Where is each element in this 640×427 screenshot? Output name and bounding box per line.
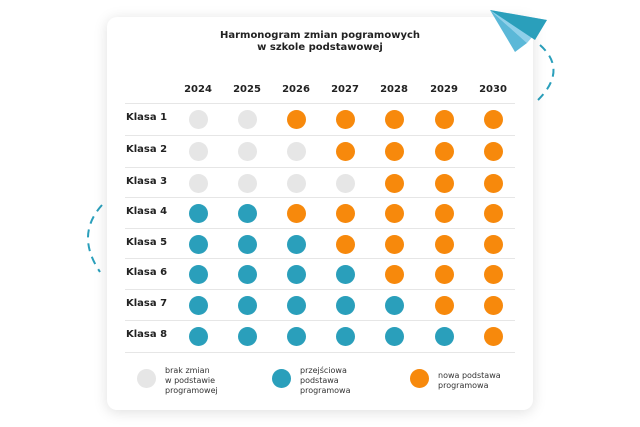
status-dot-przejsciowa (286, 234, 306, 254)
title-line-1: Harmonogram zmian pogramowych (219, 30, 421, 41)
status-dot-brak (188, 141, 208, 161)
status-dot-nowa (483, 295, 503, 315)
status-dot-przejsciowa (188, 326, 208, 346)
status-dot-brak (237, 173, 257, 193)
dashed-arc-left (87, 204, 103, 273)
status-dot-nowa (483, 234, 503, 254)
row-divider (125, 352, 515, 353)
row-label: Klasa 6 (126, 267, 168, 278)
status-dot-przejsciowa (286, 295, 306, 315)
status-dot-brak (286, 141, 306, 161)
status-dot-przejsciowa (434, 326, 454, 346)
row-divider (125, 320, 515, 321)
status-dot-nowa (483, 109, 503, 129)
status-dot-przejsciowa (237, 295, 257, 315)
row-divider (125, 289, 515, 290)
schedule-card (107, 17, 533, 410)
status-dot-nowa (434, 141, 454, 161)
status-dot-przejsciowa (188, 295, 208, 315)
status-dot-nowa (434, 234, 454, 254)
row-divider (125, 258, 515, 259)
row-label: Klasa 8 (126, 329, 168, 340)
row-label: Klasa 2 (126, 144, 168, 155)
status-dot-przejsciowa (237, 326, 257, 346)
status-dot-nowa (384, 109, 404, 129)
status-dot-nowa (483, 203, 503, 223)
legend-dot-nowa (410, 369, 429, 388)
status-dot-nowa (384, 203, 404, 223)
status-dot-przejsciowa (286, 264, 306, 284)
status-dot-nowa (434, 295, 454, 315)
status-dot-nowa (384, 264, 404, 284)
year-header: 2025 (233, 84, 261, 95)
title-line-2: w szkole podstawowej (257, 42, 383, 53)
status-dot-brak (335, 173, 355, 193)
status-dot-nowa (434, 264, 454, 284)
year-header: 2030 (479, 84, 507, 95)
status-dot-nowa (483, 264, 503, 284)
chart-title: Harmonogram zmian pogramowych w szkole p… (107, 30, 533, 54)
row-divider (125, 228, 515, 229)
paper-plane-icon (490, 10, 547, 52)
row-divider (125, 167, 515, 168)
status-dot-przejsciowa (335, 326, 355, 346)
dashed-arc-right (537, 44, 555, 101)
status-dot-nowa (335, 141, 355, 161)
status-dot-przejsciowa (335, 295, 355, 315)
status-dot-brak (188, 173, 208, 193)
status-dot-przejsciowa (237, 234, 257, 254)
row-label: Klasa 1 (126, 112, 168, 123)
row-label: Klasa 7 (126, 298, 168, 309)
status-dot-nowa (483, 326, 503, 346)
legend-dot-przejsciowa (272, 369, 291, 388)
status-dot-przejsciowa (237, 203, 257, 223)
status-dot-nowa (384, 141, 404, 161)
row-divider (125, 135, 515, 136)
status-dot-brak (286, 173, 306, 193)
status-dot-przejsciowa (188, 234, 208, 254)
status-dot-nowa (335, 109, 355, 129)
status-dot-nowa (483, 173, 503, 193)
status-dot-nowa (286, 203, 306, 223)
legend-dot-brak (137, 369, 156, 388)
status-dot-nowa (384, 173, 404, 193)
legend-text: brak zmian w podstawie programowej (165, 366, 218, 395)
status-dot-nowa (335, 234, 355, 254)
status-dot-nowa (384, 234, 404, 254)
status-dot-brak (188, 109, 208, 129)
status-dot-przejsciowa (335, 264, 355, 284)
row-label: Klasa 4 (126, 206, 168, 217)
status-dot-nowa (483, 141, 503, 161)
row-label: Klasa 5 (126, 237, 168, 248)
row-label: Klasa 3 (126, 176, 168, 187)
status-dot-przejsciowa (384, 326, 404, 346)
status-dot-przejsciowa (384, 295, 404, 315)
year-header: 2029 (430, 84, 458, 95)
status-dot-nowa (434, 203, 454, 223)
status-dot-przejsciowa (188, 264, 208, 284)
status-dot-przejsciowa (286, 326, 306, 346)
status-dot-nowa (434, 173, 454, 193)
status-dot-nowa (286, 109, 306, 129)
year-header: 2028 (380, 84, 408, 95)
year-header: 2024 (184, 84, 212, 95)
status-dot-nowa (335, 203, 355, 223)
status-dot-przejsciowa (188, 203, 208, 223)
legend-text: nowa podstawa programowa (438, 371, 501, 390)
row-divider (125, 197, 515, 198)
status-dot-brak (237, 141, 257, 161)
status-dot-nowa (434, 109, 454, 129)
row-divider (125, 103, 515, 104)
status-dot-przejsciowa (237, 264, 257, 284)
year-header: 2026 (282, 84, 310, 95)
status-dot-brak (237, 109, 257, 129)
year-header: 2027 (331, 84, 359, 95)
legend-text: przejściowa podstawa programowa (300, 366, 351, 395)
